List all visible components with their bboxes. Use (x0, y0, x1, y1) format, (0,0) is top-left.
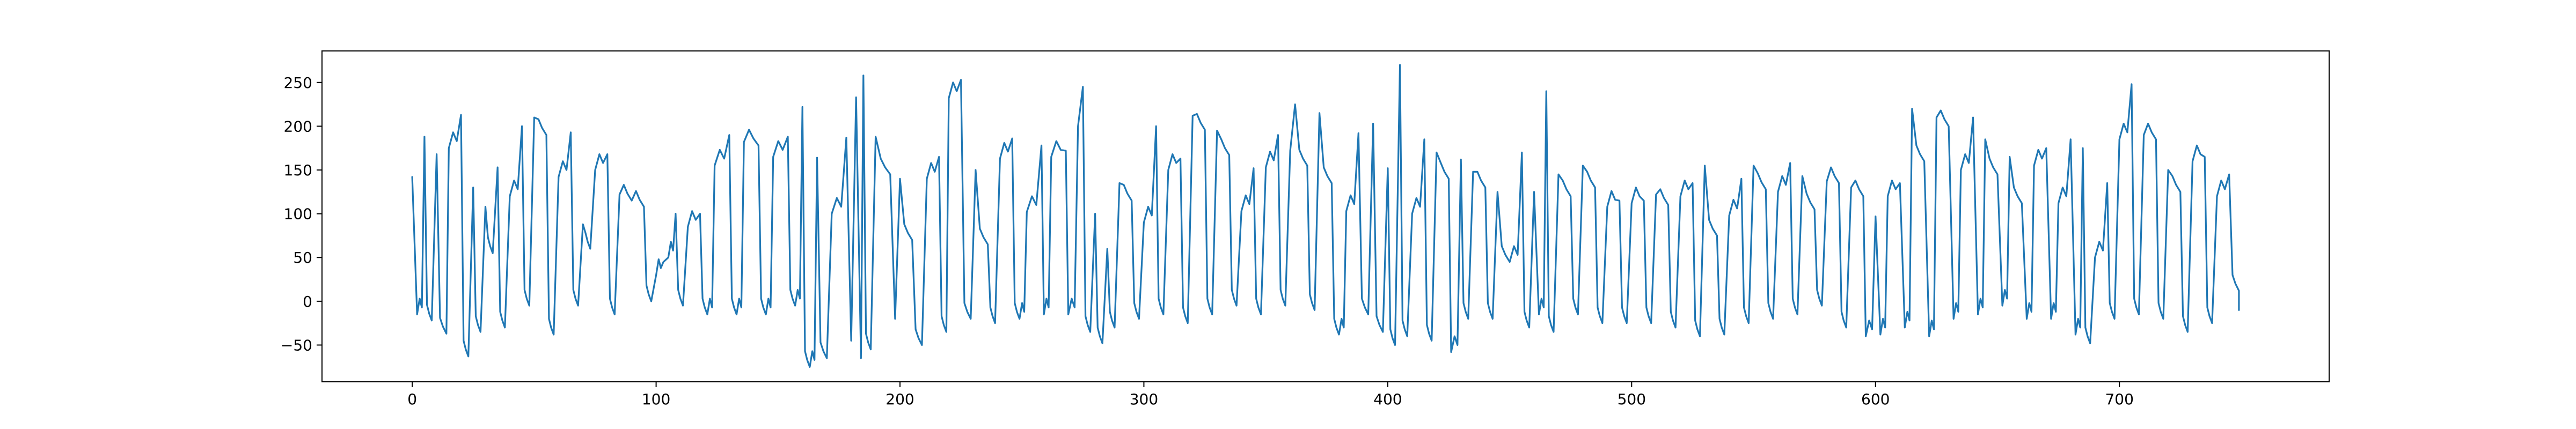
x-tick-label: 100 (642, 390, 670, 408)
x-tick-label: 500 (1618, 390, 1646, 408)
x-tick-label: 300 (1130, 390, 1158, 408)
x-tick-label: 0 (407, 390, 417, 408)
y-tick-label: 200 (284, 117, 312, 135)
plot-frame (321, 50, 2330, 382)
y-tick-label: 150 (284, 161, 312, 179)
y-tick-label: 0 (303, 293, 312, 310)
x-tick-label: 600 (1861, 390, 1890, 408)
y-axis-ticks: −50 0 50 100 150 200 250 (281, 74, 322, 354)
x-tick-label: 200 (885, 390, 914, 408)
y-tick-label: 50 (293, 249, 312, 267)
x-tick-label: 400 (1373, 390, 1402, 408)
y-tick-label: 100 (284, 205, 312, 223)
series-layer (411, 64, 2240, 368)
y-tick-label: 250 (284, 74, 312, 92)
y-tick-label: −50 (281, 336, 312, 354)
x-tick-label: 700 (2105, 390, 2133, 408)
series-line-0 (411, 64, 2240, 368)
x-axis-ticks: 0 100 200 300 400 500 600 700 (407, 382, 2134, 408)
